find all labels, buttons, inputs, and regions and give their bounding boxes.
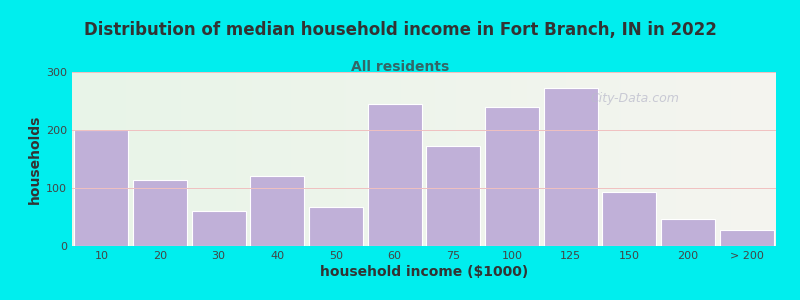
Text: City-Data.com: City-Data.com [590,92,680,105]
Bar [602,192,656,246]
Bar [544,88,598,246]
Bar [192,211,246,246]
X-axis label: household income ($1000): household income ($1000) [320,265,528,279]
Text: Distribution of median household income in Fort Branch, IN in 2022: Distribution of median household income … [83,21,717,39]
Bar [720,230,774,246]
Bar [250,176,304,246]
Bar [426,146,480,246]
Bar [133,181,187,246]
Bar [368,104,422,246]
Bar [485,107,539,246]
Bar [309,207,363,246]
Bar [74,130,128,246]
Bar [661,219,715,246]
Y-axis label: households: households [28,114,42,204]
Text: All residents: All residents [351,60,449,74]
